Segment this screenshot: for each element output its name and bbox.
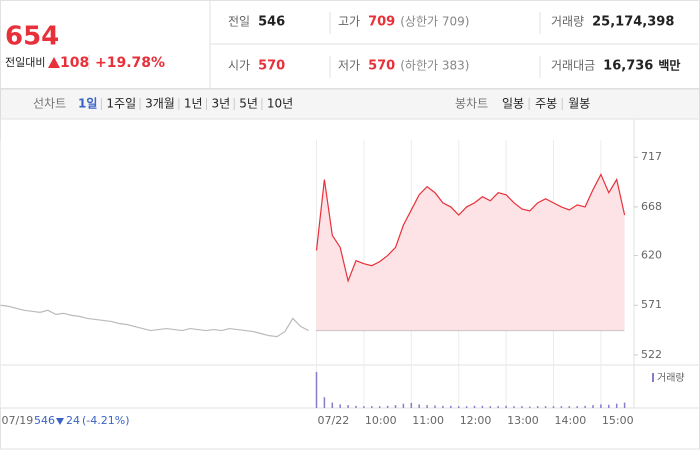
volume-bar <box>323 397 326 408</box>
footer-price: 546 <box>34 414 55 427</box>
volume-bar <box>552 406 555 408</box>
y-tick-label: 717 <box>641 150 662 163</box>
stat-label: 시가 <box>228 59 250 73</box>
tab[interactable]: 월봉 <box>568 97 590 111</box>
tab[interactable]: 1일 <box>78 97 97 111</box>
stat-value: 570 <box>258 59 285 74</box>
volume-bar <box>450 405 452 408</box>
down-triangle <box>56 418 64 425</box>
volume-bar <box>623 402 626 408</box>
volume-bar <box>386 405 389 408</box>
volume-bar <box>402 403 405 408</box>
x-tick-label: 11:00 <box>412 414 444 427</box>
stat-label: 고가 <box>338 15 360 29</box>
area <box>316 174 625 331</box>
volume-bar <box>363 406 365 408</box>
stat-value: 25,174,398 <box>592 15 674 30</box>
footer-rate: (-4.21%) <box>82 414 130 427</box>
volume-bar <box>513 406 515 408</box>
tab[interactable]: 10년 <box>267 97 293 111</box>
volume-bar <box>521 406 523 408</box>
up-triangle <box>48 57 60 68</box>
volume-bar <box>331 402 334 408</box>
volume-bar <box>426 405 428 408</box>
y-tick-label: 571 <box>641 298 662 311</box>
volume-bar <box>465 406 468 408</box>
volume-bar <box>600 404 602 408</box>
volume-bar <box>505 405 507 408</box>
volume-bar <box>615 403 618 408</box>
tab[interactable]: 1년 <box>184 97 203 111</box>
tab[interactable]: 주봉 <box>535 97 557 111</box>
y-tick-label: 522 <box>641 348 662 361</box>
x-tick-label: 07/22 <box>318 414 350 427</box>
volume-bar <box>576 406 578 408</box>
volume-bar <box>339 404 341 408</box>
stat-label: 전일 <box>228 15 250 29</box>
x-tick-label: 12:00 <box>460 414 492 427</box>
tab-group-label: 선차트 <box>33 97 66 111</box>
stat-note: (상한가 709) <box>400 15 469 29</box>
change-rate: +19.78% <box>95 55 165 71</box>
volume-bar <box>378 406 381 408</box>
stat-value: 570 <box>368 59 395 74</box>
x-tick-label: 14:00 <box>555 414 587 427</box>
tab-bar <box>0 88 700 120</box>
volume-bar <box>544 406 547 408</box>
volume-bar <box>315 372 318 408</box>
tab[interactable]: 일봉 <box>502 97 524 111</box>
legend-swatch <box>652 373 654 382</box>
stat-label: 저가 <box>338 59 360 73</box>
volume-bar <box>592 405 594 408</box>
x-tick-label: 15:00 <box>602 414 634 427</box>
volume-bar <box>355 405 357 408</box>
stat-label: 거래대금 <box>551 59 595 73</box>
volume-bar <box>584 405 586 408</box>
volume-bar <box>442 405 444 408</box>
stat-note: (하한가 383) <box>400 59 469 73</box>
footer-change: 24 <box>66 414 80 427</box>
volume-bar <box>481 405 484 408</box>
volume-bar <box>608 404 610 408</box>
volume-bar <box>394 405 397 408</box>
price: 654 <box>5 22 59 52</box>
volume-bar <box>434 405 436 408</box>
volume-bar <box>560 406 563 408</box>
x-tick-label: 10:00 <box>365 414 397 427</box>
price-line <box>0 304 309 338</box>
change: 108 <box>60 55 89 71</box>
volume-bar <box>473 405 476 408</box>
x-tick-label: 07/19 <box>2 414 34 427</box>
volume-bar <box>536 406 539 408</box>
stat-value: 16,736 <box>603 59 653 74</box>
volume-bar <box>497 406 499 408</box>
x-tick-label: 13:00 <box>507 414 539 427</box>
y-tick-label: 620 <box>641 249 662 262</box>
volume-bar <box>457 406 460 408</box>
volume-bar <box>568 406 571 408</box>
stat-label: 거래량 <box>551 15 584 29</box>
price-line <box>315 173 626 283</box>
volume-bar <box>529 406 531 408</box>
tab[interactable]: 3년 <box>212 97 231 111</box>
stat-unit: 백만 <box>658 58 680 73</box>
change-label: 전일대비 <box>5 55 45 69</box>
volume-bar <box>489 406 492 408</box>
tab-group-label: 봉차트 <box>455 97 488 111</box>
volume-bar <box>410 402 413 408</box>
volume-bar <box>371 406 373 408</box>
volume-bar <box>418 404 420 408</box>
stat-value: 709 <box>368 15 395 30</box>
tab[interactable]: 3개월 <box>145 97 175 111</box>
y-tick-label: 668 <box>641 200 662 213</box>
legend-label: 거래량 <box>657 372 685 384</box>
tab[interactable]: 1주일 <box>106 97 136 111</box>
volume-bar <box>347 405 349 408</box>
tab[interactable]: 5년 <box>239 97 258 111</box>
stat-value: 546 <box>258 15 285 30</box>
